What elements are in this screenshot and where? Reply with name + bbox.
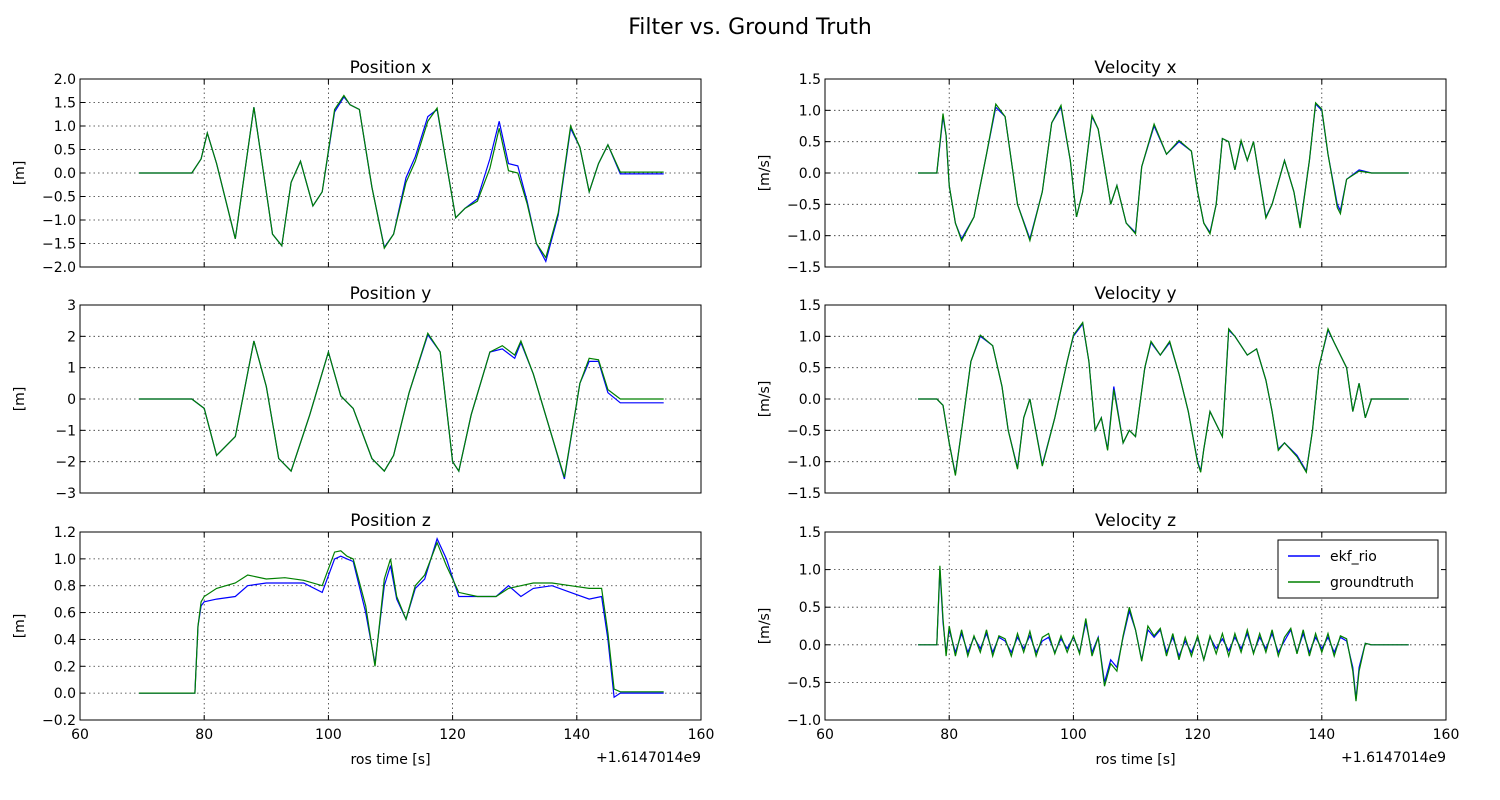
x-offset-label: +1.6147014e9 xyxy=(596,750,701,766)
y-tick-label: 1.5 xyxy=(799,525,821,541)
x-offset-label: +1.6147014e9 xyxy=(1341,750,1446,766)
series-line-ekf_rio xyxy=(139,95,664,264)
y-axis-label: [m] xyxy=(12,387,28,412)
y-tick-label: −0.5 xyxy=(787,197,821,213)
y-tick-label: −2.0 xyxy=(42,260,76,276)
subplot-title: Position z xyxy=(350,511,431,531)
y-tick-label: 0.0 xyxy=(54,686,76,702)
y-tick-label: 1 xyxy=(67,361,76,377)
series-line-groundtruth xyxy=(139,541,664,694)
y-tick-label: 0.0 xyxy=(54,166,76,182)
y-tick-label: 0.6 xyxy=(54,606,76,622)
y-tick-label: −3 xyxy=(55,486,76,502)
series-line-groundtruth xyxy=(918,101,1409,243)
subplot-velocity-z: −1.0 −0.5 0.0 0.5 1.0 1.5 60 80 100 120 140 160 +1.6… xyxy=(757,511,1459,768)
y-tick-label: −1.0 xyxy=(42,213,76,229)
y-tick-label: 1.0 xyxy=(799,563,821,579)
subplot-position-y: −3 −2 −1 0 1 2 3 Position y [m] xyxy=(12,284,702,502)
legend: ekf_rio groundtruth xyxy=(1277,539,1439,599)
plot-frame xyxy=(79,78,702,268)
y-tick-label: −1.0 xyxy=(787,229,821,245)
x-tick-label: 100 xyxy=(315,727,342,743)
y-tick-label: 0.5 xyxy=(799,600,821,616)
x-tick-label: 160 xyxy=(1433,727,1460,743)
y-tick-label: 1.5 xyxy=(799,72,821,88)
x-tick-label: 120 xyxy=(1184,727,1211,743)
y-tick-label: 0.5 xyxy=(799,361,821,377)
x-axis-label: ros time [s] xyxy=(350,752,430,768)
y-tick-label: −0.5 xyxy=(787,675,821,691)
x-tick-label: 60 xyxy=(816,727,834,743)
plot-frame xyxy=(79,304,702,494)
y-axis-label: [m/s] xyxy=(757,155,773,192)
subplot-title: Velocity x xyxy=(1094,58,1176,78)
series-line-groundtruth xyxy=(139,94,664,260)
y-tick-label: −1.5 xyxy=(787,486,821,502)
y-tick-label: 0.0 xyxy=(799,638,821,654)
subplot-title: Velocity y xyxy=(1094,284,1176,304)
y-tick-label: 0.0 xyxy=(799,166,821,182)
figure-title: Filter vs. Ground Truth xyxy=(628,15,872,40)
y-tick-label: −1.0 xyxy=(787,713,821,729)
series-line-ekf_rio xyxy=(139,537,664,699)
y-tick-label: 0.4 xyxy=(54,632,76,648)
subplot-title: Position y xyxy=(350,284,432,304)
series-line-ekf_rio xyxy=(139,333,664,480)
y-tick-label: 1.0 xyxy=(799,329,821,345)
y-tick-label: 3 xyxy=(67,298,76,314)
y-tick-label: 0.5 xyxy=(799,135,821,151)
y-tick-label: −1.0 xyxy=(787,455,821,471)
y-tick-label: −0.5 xyxy=(42,190,76,206)
plot-frame xyxy=(824,304,1447,494)
plot-frame xyxy=(824,531,1447,721)
y-tick-label: −0.5 xyxy=(787,423,821,439)
x-tick-label: 80 xyxy=(195,727,213,743)
y-tick-label: 1.5 xyxy=(54,96,76,112)
legend-box xyxy=(1277,539,1439,599)
y-tick-label: −2 xyxy=(55,455,76,471)
y-tick-label: −0.2 xyxy=(42,713,76,729)
y-tick-label: 0.2 xyxy=(54,659,76,675)
y-tick-label: 1.5 xyxy=(799,298,821,314)
x-tick-label: 140 xyxy=(563,727,590,743)
y-axis-label: [m/s] xyxy=(757,608,773,645)
x-axis-label: ros time [s] xyxy=(1095,752,1175,768)
y-tick-label: 1.2 xyxy=(54,525,76,541)
series-line-groundtruth xyxy=(918,320,1409,476)
x-tick-label: 80 xyxy=(940,727,958,743)
y-tick-label: 0.0 xyxy=(799,392,821,408)
y-axis-label: [m/s] xyxy=(757,381,773,418)
legend-label: groundtruth xyxy=(1330,575,1414,591)
y-tick-label: −1.5 xyxy=(42,237,76,253)
legend-label: ekf_rio xyxy=(1330,549,1377,565)
x-tick-label: 60 xyxy=(71,727,89,743)
plot-frame xyxy=(824,78,1447,268)
x-tick-label: 160 xyxy=(688,727,715,743)
y-tick-label: 1.0 xyxy=(799,103,821,119)
subplot-title: Position x xyxy=(350,58,432,78)
plot-frame xyxy=(79,531,702,721)
y-tick-label: 0.5 xyxy=(54,143,76,159)
y-axis-label: [m] xyxy=(12,614,28,639)
y-tick-label: 1.0 xyxy=(54,119,76,135)
x-tick-label: 120 xyxy=(439,727,466,743)
subplot-velocity-y: −1.5 −1.0 −0.5 0.0 0.5 1.0 1.5 Velocity y [m/s] xyxy=(757,284,1447,502)
x-tick-label: 100 xyxy=(1060,727,1087,743)
y-tick-label: −1 xyxy=(55,423,76,439)
y-tick-label: 2.0 xyxy=(54,72,76,88)
x-tick-label: 140 xyxy=(1308,727,1335,743)
subplot-velocity-x: −1.5 −1.0 −0.5 0.0 0.5 1.0 1.5 Velocity x [m/s] xyxy=(757,58,1447,276)
subplot-position-x: −2.0 −1.5 −1.0 −0.5 0.0 0.5 1.0 1.5 2.0 Position … xyxy=(12,58,702,276)
y-axis-label: [m] xyxy=(12,161,28,186)
series-line-groundtruth xyxy=(139,331,664,478)
y-tick-label: 0 xyxy=(67,392,76,408)
subplot-title: Velocity z xyxy=(1095,511,1176,531)
y-tick-label: −1.5 xyxy=(787,260,821,276)
y-tick-label: 1.0 xyxy=(54,552,76,568)
subplot-position-z: −0.2 0.0 0.2 0.4 0.6 0.8 1.0 1.2 60 80 100 120 140 16… xyxy=(12,511,714,768)
y-tick-label: 0.8 xyxy=(54,579,76,595)
series-line-groundtruth xyxy=(918,565,1409,702)
y-tick-label: 2 xyxy=(67,329,76,345)
